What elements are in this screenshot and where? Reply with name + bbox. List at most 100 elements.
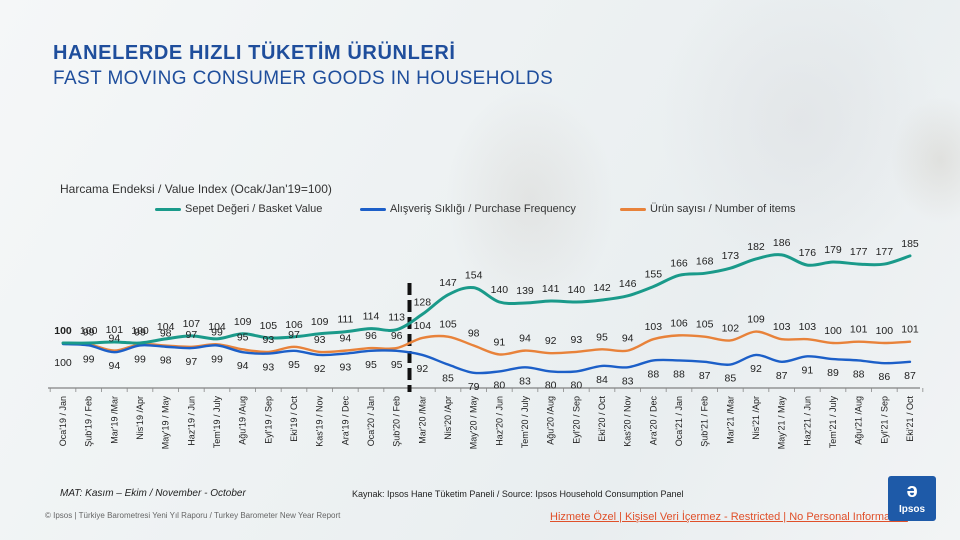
data-label-frequency: 99 <box>134 353 146 365</box>
footer-mat-note: MAT: Kasım – Ekim / November - October <box>60 488 246 499</box>
data-label-frequency: 83 <box>519 375 531 387</box>
x-tick-label: Eki'19 / Oct <box>289 396 299 442</box>
data-label-basket: 109 <box>234 316 252 328</box>
data-label-frequency: 89 <box>827 367 839 379</box>
data-label-basket: 101 <box>106 324 124 336</box>
data-label-frequency: 80 <box>545 379 557 391</box>
data-label-frequency: 92 <box>416 363 428 375</box>
data-label-basket: 177 <box>850 246 868 258</box>
x-tick-label: Oca'19 / Jan <box>58 396 68 446</box>
data-label-items: 99 <box>83 326 95 338</box>
x-tick-label: Mar'20 /Mar <box>417 396 427 444</box>
data-label-basket: 142 <box>593 282 611 294</box>
data-label-basket: 179 <box>824 244 842 256</box>
legend-swatch-basket <box>155 207 181 211</box>
data-label-basket: 139 <box>516 285 534 297</box>
data-label-items: 103 <box>645 321 663 333</box>
data-label-items: 105 <box>439 319 457 331</box>
data-label-items: 101 <box>901 324 919 336</box>
data-label-frequency: 87 <box>904 370 916 382</box>
classification-link[interactable]: Hizmete Özel | Kişisel Veri İçermez - Re… <box>550 511 908 523</box>
data-label-frequency: 99 <box>211 353 223 365</box>
data-label-items: 103 <box>799 321 817 333</box>
data-label-frequency: 80 <box>493 379 505 391</box>
data-label-basket: 155 <box>645 269 663 281</box>
data-label-items: 94 <box>519 333 531 345</box>
data-label-frequency: 88 <box>673 368 685 380</box>
x-tick-label: Mar'19 /Mar <box>109 396 119 444</box>
legend-item-frequency: Alışveriş Sıklığı / Purchase Frequency <box>360 203 576 215</box>
x-tick-label: Eki'21 / Oct <box>905 396 915 442</box>
data-label-frequency: 100 <box>54 357 72 369</box>
title-turkish: HANELERDE HIZLI TÜKETİM ÜRÜNLERİ <box>53 42 456 64</box>
data-label-basket: 100 <box>80 325 98 337</box>
data-label-items: 96 <box>391 330 403 342</box>
x-tick-label: Tem'19 / July <box>212 396 222 449</box>
data-label-basket: 104 <box>208 321 226 333</box>
data-label-frequency: 92 <box>314 363 326 375</box>
data-label-basket: 147 <box>439 277 457 289</box>
legend-label-basket: Sepet Değeri / Basket Value <box>185 203 323 215</box>
data-label-items: 103 <box>773 321 791 333</box>
data-label-frequency: 99 <box>83 353 95 365</box>
x-tick-label: Eyl'20 / Sep <box>571 396 581 444</box>
data-label-items: 97 <box>185 329 197 341</box>
data-label-items: 94 <box>339 333 351 345</box>
x-tick-label: Haz'20 / Jun <box>494 396 504 446</box>
data-label-items: 97 <box>288 329 300 341</box>
data-label-frequency: 84 <box>596 374 608 386</box>
data-label-items: 92 <box>545 335 557 347</box>
data-label-items: 95 <box>596 331 608 343</box>
data-label-basket: 173 <box>722 250 740 262</box>
data-label-basket: 146 <box>619 278 637 290</box>
x-tick-label: Mar'21 /Mar <box>725 396 735 444</box>
data-label-frequency: 98 <box>160 355 172 367</box>
x-tick-label: Tem'21 / July <box>828 396 838 449</box>
x-tick-label: Ağu'21 /Aug <box>854 396 864 445</box>
title-english: FAST MOVING CONSUMER GOODS IN HOUSEHOLDS <box>53 68 554 89</box>
data-label-frequency: 95 <box>288 359 300 371</box>
data-label-items: 93 <box>314 334 326 346</box>
x-tick-label: Şub'21 / Feb <box>700 396 710 447</box>
data-label-basket: 185 <box>901 238 919 250</box>
series-line-basket <box>61 253 912 345</box>
data-label-items: 99 <box>211 326 223 338</box>
data-label-frequency: 83 <box>622 375 634 387</box>
data-label-basket: 107 <box>183 318 201 330</box>
data-label-items: 101 <box>850 324 868 336</box>
footer-source: Kaynak: Ipsos Hane Tüketim Paneli / Sour… <box>352 489 684 499</box>
x-tick-label: Nis'19 /Apr <box>135 396 145 440</box>
x-tick-label: Eyl'19 / Sep <box>263 396 273 444</box>
data-label-items: 94 <box>108 333 120 345</box>
x-tick-label: Kas'19 / Nov <box>315 396 325 447</box>
footer-copyright: © Ipsos | Türkiye Barometresi Yeni Yıl R… <box>45 511 341 520</box>
x-tick-label: Şub'19 / Feb <box>84 396 94 447</box>
ipsos-logo-mark: ǝ <box>906 480 918 502</box>
legend-label-frequency: Alışveriş Sıklığı / Purchase Frequency <box>390 203 576 215</box>
data-label-frequency: 94 <box>237 360 249 372</box>
x-tick-label: Nis'21 /Apr <box>751 396 761 440</box>
data-label-items: 93 <box>262 334 274 346</box>
data-label-basket: 176 <box>799 247 817 259</box>
x-tick-label: Oca'21 / Jan <box>674 396 684 446</box>
data-label-basket: 182 <box>747 241 765 253</box>
data-label-frequency: 97 <box>185 356 197 368</box>
x-tick-label: May'20 / May <box>469 396 479 450</box>
data-label-frequency: 86 <box>878 371 890 383</box>
data-label-items: 100 <box>824 325 842 337</box>
data-label-basket: 105 <box>260 320 278 332</box>
data-label-frequency: 88 <box>853 368 865 380</box>
x-tick-label: Eki'20 / Oct <box>597 396 607 442</box>
x-tick-label: Tem'20 / July <box>520 396 530 449</box>
x-tick-label: Şub'20 / Feb <box>392 396 402 447</box>
data-label-frequency: 85 <box>442 373 454 385</box>
legend-swatch-items <box>620 207 646 211</box>
data-label-frequency: 95 <box>391 359 403 371</box>
x-tick-label: Ağu'19 /Aug <box>238 396 248 445</box>
data-label-items: 102 <box>722 322 740 334</box>
ipsos-logo-text: Ipsos <box>898 504 926 515</box>
data-label-frequency: 87 <box>776 370 788 382</box>
data-label-basket: 100 <box>54 325 72 337</box>
legend-label-items: Ürün sayısı / Number of items <box>650 203 796 215</box>
